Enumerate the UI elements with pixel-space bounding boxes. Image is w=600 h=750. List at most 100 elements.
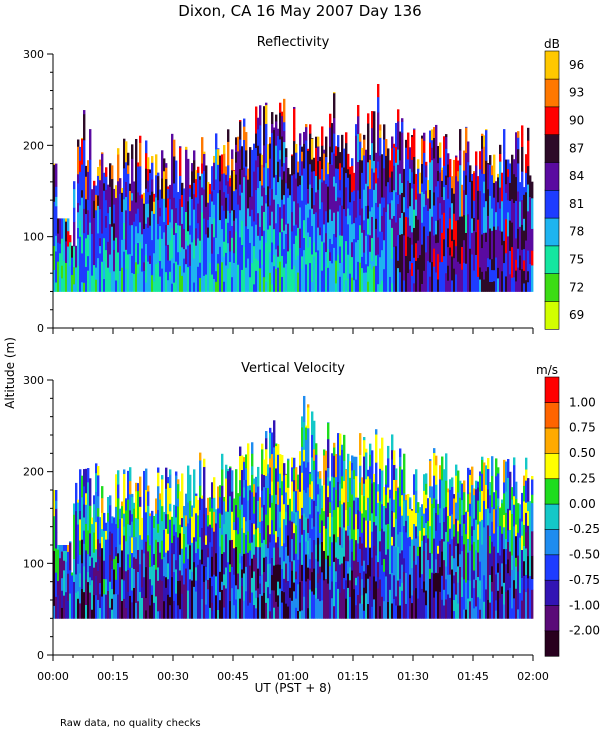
heatmap-cell: [373, 235, 376, 267]
heatmap-cell: [297, 161, 300, 173]
heatmap-cell: [349, 539, 352, 568]
heatmap-cell: [317, 476, 320, 485]
heatmap-cell: [135, 225, 138, 245]
heatmap-cell: [87, 504, 90, 531]
heatmap-cell: [195, 495, 198, 514]
heatmap-cell: [143, 270, 146, 292]
heatmap-cell: [249, 168, 252, 189]
heatmap-cell: [435, 455, 438, 466]
heatmap-cell: [123, 535, 126, 563]
heatmap-cell: [291, 600, 294, 619]
heatmap-cell: [507, 199, 510, 213]
heatmap-cell: [439, 507, 442, 523]
heatmap-cell: [97, 538, 100, 560]
heatmap-cell: [471, 232, 474, 255]
heatmap-cell: [285, 563, 288, 583]
heatmap-cell: [147, 491, 150, 506]
heatmap-cell: [407, 132, 410, 160]
heatmap-cell: [197, 238, 200, 267]
heatmap-cell: [413, 474, 416, 495]
heatmap-cell: [111, 255, 114, 278]
heatmap-cell: [281, 455, 284, 482]
heatmap-cell: [277, 256, 280, 268]
heatmap-cell: [111, 588, 114, 599]
heatmap-cell: [199, 222, 202, 241]
heatmap-cell: [331, 243, 334, 264]
heatmap-cell: [439, 218, 442, 234]
heatmap-cell: [219, 219, 222, 232]
heatmap-cell: [515, 557, 518, 567]
heatmap-cell: [227, 511, 230, 527]
heatmap-cell: [375, 555, 378, 582]
colorbar-label: 0.75: [569, 421, 596, 435]
heatmap-cell: [409, 536, 412, 547]
heatmap-cell: [485, 211, 488, 233]
heatmap-cell: [531, 479, 534, 495]
heatmap-cell: [365, 205, 368, 236]
heatmap-cell: [499, 555, 502, 573]
heatmap-cell: [301, 543, 304, 565]
heatmap-cell: [149, 255, 152, 264]
heatmap-cell: [309, 124, 312, 134]
colorbar-swatch: [544, 300, 560, 330]
heatmap-cell: [179, 265, 182, 292]
heatmap-cell: [415, 512, 418, 527]
velocity-units: m/s: [536, 363, 558, 377]
heatmap-cell: [399, 578, 402, 587]
heatmap-cell: [189, 188, 192, 197]
heatmap-cell: [359, 465, 362, 483]
heatmap-cell: [483, 192, 486, 208]
heatmap-cell: [393, 598, 396, 619]
heatmap-cell: [439, 202, 442, 219]
heatmap-cell: [395, 570, 398, 597]
heatmap-cell: [491, 565, 494, 582]
heatmap-cell: [147, 240, 150, 262]
heatmap-cell: [181, 517, 184, 528]
heatmap-cell: [59, 276, 62, 292]
heatmap-cell: [121, 505, 124, 519]
heatmap-cell: [333, 92, 336, 94]
heatmap-cell: [379, 231, 382, 258]
heatmap-cell: [397, 487, 400, 509]
heatmap-cell: [175, 475, 178, 507]
heatmap-cell: [171, 258, 174, 284]
heatmap-cell: [281, 231, 284, 256]
heatmap-cell: [345, 279, 348, 292]
heatmap-cell: [193, 536, 196, 563]
heatmap-cell: [365, 263, 368, 273]
heatmap-cell: [503, 582, 506, 605]
heatmap-cell: [279, 112, 282, 140]
heatmap-cell: [443, 541, 446, 561]
heatmap-cell: [491, 269, 494, 282]
heatmap-cell: [375, 434, 378, 463]
heatmap-cell: [407, 537, 410, 567]
heatmap-cell: [523, 248, 526, 261]
heatmap-cell: [269, 467, 272, 494]
heatmap-cell: [337, 536, 340, 559]
heatmap-cell: [327, 186, 330, 196]
heatmap-cell: [187, 200, 190, 232]
heatmap-cell: [293, 281, 296, 292]
heatmap-cell: [423, 513, 426, 529]
heatmap-cell: [317, 561, 320, 574]
heatmap-cell: [439, 142, 442, 158]
heatmap-cell: [321, 519, 324, 543]
heatmap-cell: [255, 607, 258, 619]
heatmap-cell: [525, 248, 528, 273]
heatmap-cell: [305, 425, 308, 428]
heatmap-cell: [265, 134, 268, 164]
heatmap-cell: [415, 469, 418, 492]
heatmap-cell: [215, 207, 218, 238]
heatmap-cell: [277, 267, 280, 292]
heatmap-cell: [479, 245, 482, 268]
heatmap-cell: [411, 159, 414, 173]
heatmap-cell: [503, 152, 506, 178]
heatmap-cell: [193, 469, 196, 482]
heatmap-cell: [215, 270, 218, 282]
heatmap-cell: [417, 159, 420, 169]
heatmap-cell: [335, 168, 338, 184]
heatmap-cell: [335, 541, 338, 558]
heatmap-cell: [101, 497, 104, 513]
heatmap-cell: [229, 522, 232, 541]
heatmap-cell: [79, 236, 82, 253]
